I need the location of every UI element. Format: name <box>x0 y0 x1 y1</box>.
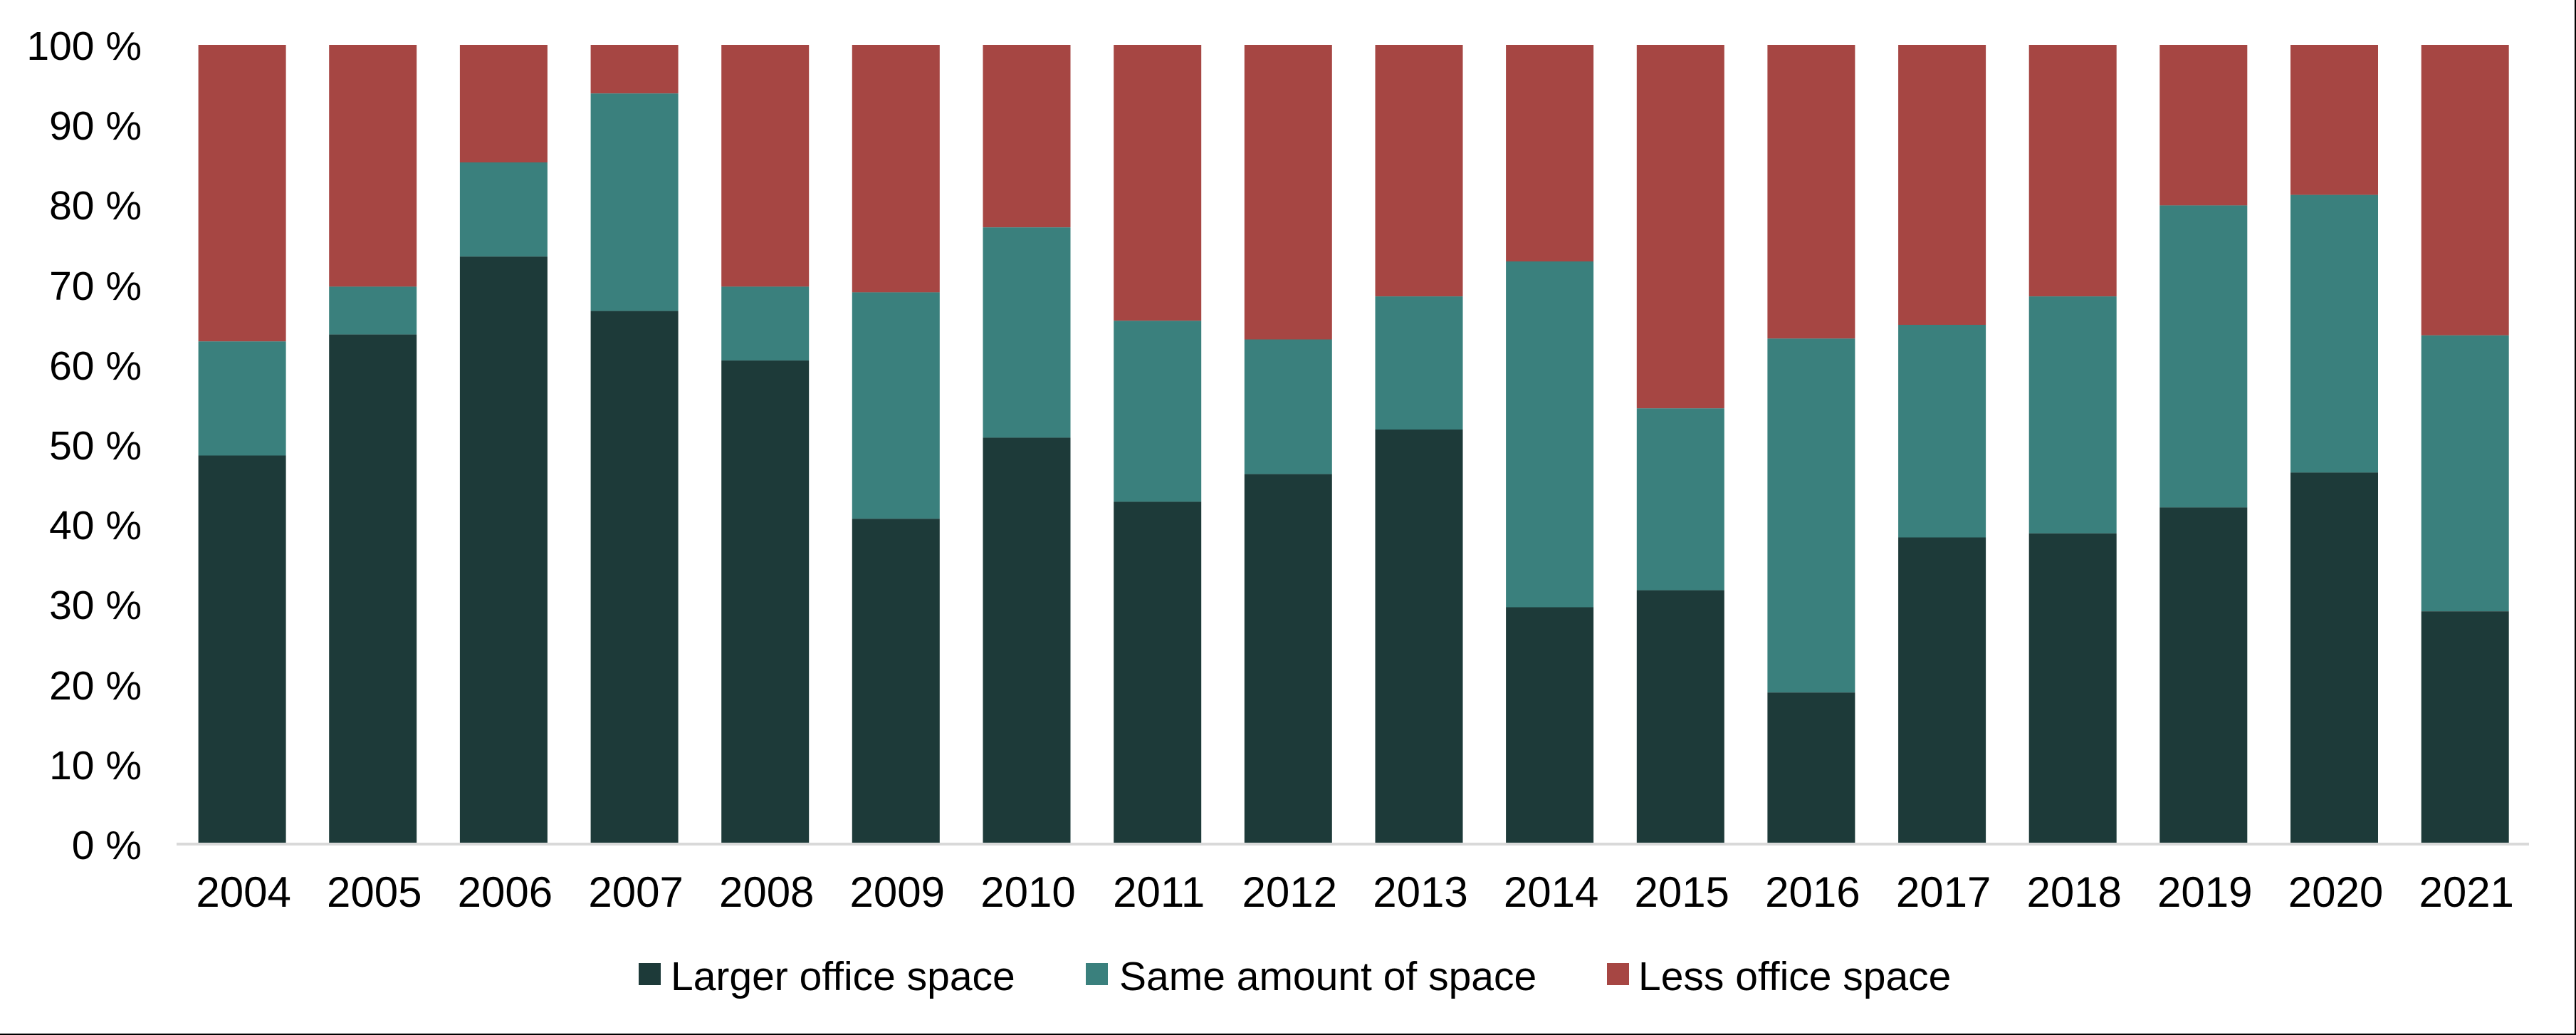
svg-text:40 %: 40 % <box>49 503 142 548</box>
svg-text:2013: 2013 <box>1373 868 1467 916</box>
svg-text:2012: 2012 <box>1242 868 1337 916</box>
svg-text:100 %: 100 % <box>26 24 142 69</box>
svg-text:2010: 2010 <box>980 868 1075 916</box>
svg-text:2019: 2019 <box>2157 868 2252 916</box>
svg-text:30 %: 30 % <box>49 583 142 628</box>
svg-text:20 %: 20 % <box>49 663 142 709</box>
svg-text:2015: 2015 <box>1634 868 1729 916</box>
svg-text:Less office space: Less office space <box>1638 954 1951 999</box>
svg-text:60 %: 60 % <box>49 343 142 389</box>
svg-text:Same amount of space: Same amount of space <box>1119 954 1536 999</box>
svg-text:2006: 2006 <box>458 868 553 916</box>
svg-text:90 %: 90 % <box>49 103 142 149</box>
svg-text:2014: 2014 <box>1504 868 1598 916</box>
svg-text:2017: 2017 <box>1896 868 1991 916</box>
svg-text:2009: 2009 <box>850 868 945 916</box>
svg-text:2011: 2011 <box>1113 868 1205 916</box>
svg-text:0 %: 0 % <box>72 823 142 868</box>
svg-text:50 %: 50 % <box>49 423 142 469</box>
svg-text:2007: 2007 <box>588 868 683 916</box>
svg-text:Larger office space: Larger office space <box>671 954 1015 999</box>
svg-text:2018: 2018 <box>2026 868 2121 916</box>
svg-text:2005: 2005 <box>327 868 422 916</box>
svg-text:2008: 2008 <box>719 868 814 916</box>
svg-text:2016: 2016 <box>1765 868 1860 916</box>
svg-text:70 %: 70 % <box>49 264 142 309</box>
svg-text:2004: 2004 <box>196 868 290 916</box>
svg-text:10 %: 10 % <box>49 743 142 789</box>
svg-text:2021: 2021 <box>2419 868 2513 916</box>
svg-text:2020: 2020 <box>2288 868 2383 916</box>
svg-text:80 %: 80 % <box>49 183 142 229</box>
